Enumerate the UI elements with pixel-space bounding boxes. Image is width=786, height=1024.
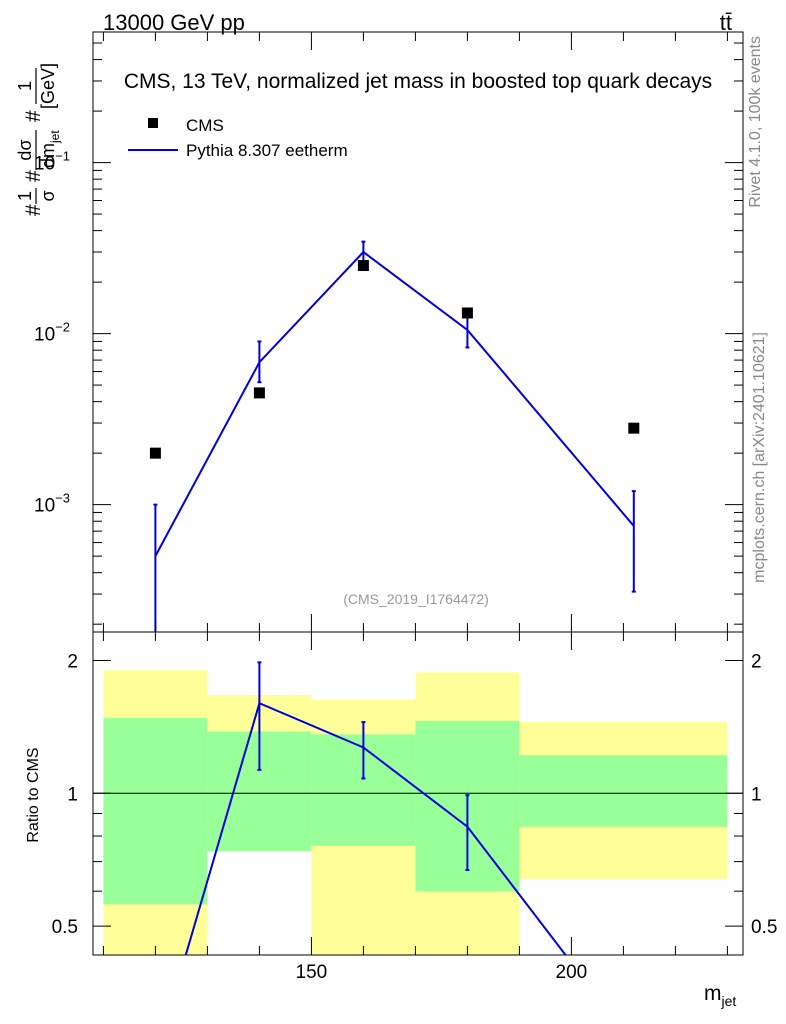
ylabel-num2: dσ xyxy=(15,139,35,160)
ratio-y-tick-label-right: 2 xyxy=(751,651,762,672)
ratio-plot-panel: 0.5 0.5 1 1 2 2 150 200 xyxy=(52,632,777,983)
ratio-y-tick-label-left: 0.5 xyxy=(52,917,78,938)
x-tick-label: 200 xyxy=(556,962,588,983)
y-tick-label: 10−1 xyxy=(34,149,70,175)
cms-data-point xyxy=(149,447,161,459)
y-tick-label-exponent: −2 xyxy=(55,320,70,335)
ratio-y-tick-label-left: 2 xyxy=(67,651,78,672)
legend-pythia-label: Pythia 8.307 eetherm xyxy=(186,141,348,160)
ylabel-num3: 1 xyxy=(15,81,35,91)
ratio-band-green xyxy=(519,755,728,827)
ratio-y-tick-label-right: 0.5 xyxy=(751,917,777,938)
process-label: 13000 GeV pp xyxy=(103,10,245,35)
generator-label: Rivet 4.1.0, 100k events xyxy=(747,36,764,208)
pythia-line xyxy=(154,250,635,557)
main-plot-panel: 10−310−210−1 CMS, 13 TeV, normalized jet… xyxy=(34,32,743,632)
ratio-band-green xyxy=(103,718,208,905)
svg-text:dmjet: dmjet xyxy=(38,130,62,168)
ratio-y-tick-label-right: 1 xyxy=(751,784,762,805)
ylabel-den2-base: dm xyxy=(38,143,58,168)
y-tick-label-base: 10 xyxy=(34,325,55,346)
svg-text:#: # xyxy=(22,170,45,182)
y-tick-label-base: 10 xyxy=(34,496,55,517)
ylabel-num1: 1 xyxy=(15,191,35,201)
x-axis-label-base: m xyxy=(704,982,722,1005)
ylabel-den1: σ xyxy=(38,190,58,201)
y-tick-label-exponent: −1 xyxy=(55,149,70,164)
ratio-plot-frame xyxy=(92,631,744,956)
ratio-y-axis-label: Ratio to CMS xyxy=(25,747,42,842)
ratio-y-tick-label-left: 1 xyxy=(67,784,78,805)
svg-text:#: # xyxy=(22,204,45,216)
main-y-axis-label: # 1 σ # dσ dmjet # 1 [GeV] xyxy=(15,63,62,216)
svg-text:#: # xyxy=(22,110,45,122)
legend: CMS Pythia 8.307 eetherm xyxy=(128,116,348,160)
y-tick-label: 10−3 xyxy=(34,491,70,517)
x-axis-label-sub: jet xyxy=(721,993,737,1009)
cms-data-point xyxy=(253,387,265,399)
cms-data-point xyxy=(628,422,640,434)
analysis-id-label: (CMS_2019_I1764472) xyxy=(343,591,489,607)
x-axis-label: mjet xyxy=(704,982,736,1009)
y-tick-label-exponent: −3 xyxy=(55,491,70,506)
source-label: mcplots.cern.ch [arXiv:2401.10621] xyxy=(751,332,768,583)
x-tick-label: 150 xyxy=(296,962,328,983)
legend-cms-label: CMS xyxy=(186,116,224,135)
legend-cms-marker xyxy=(148,118,158,128)
channel-label: tt̄ xyxy=(720,10,732,35)
y-tick-label: 10−2 xyxy=(34,320,70,346)
y-tick-label-base: 10 xyxy=(34,154,55,175)
cms-data-point xyxy=(461,307,473,319)
ylabel-den2-sub: jet xyxy=(48,130,62,144)
ylabel-den3: [GeV] xyxy=(38,63,58,109)
cms-data-point xyxy=(357,260,369,272)
plot-title: CMS, 13 TeV, normalized jet mass in boos… xyxy=(124,70,712,93)
